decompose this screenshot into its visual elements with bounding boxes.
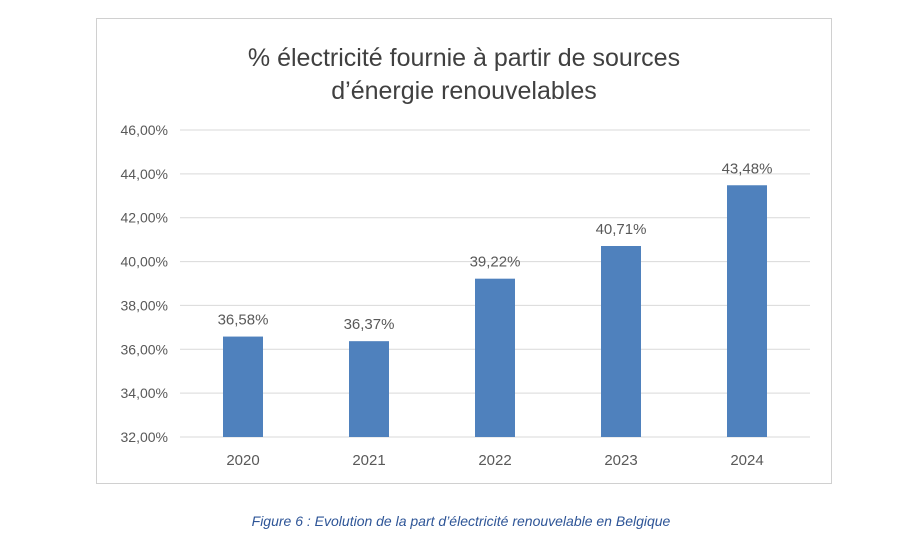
bars [223, 185, 767, 437]
x-tick-label-2023: 2023 [604, 452, 637, 469]
x-tick-label-2020: 2020 [226, 452, 259, 469]
gridlines [180, 129, 810, 438]
bar-2023 [601, 246, 641, 437]
chart-title-line-2: d’énergie renouvelables [331, 77, 596, 105]
x-tick-label-2024: 2024 [730, 452, 763, 469]
chart-title-line-1: % électricité fournie à partir de source… [248, 44, 680, 72]
chart-frame [96, 18, 832, 484]
bar-chart: % électricité fournie à partir de source… [121, 44, 810, 469]
x-tick-label-2022: 2022 [478, 452, 511, 469]
y-tick-label: 32,00% [121, 429, 168, 445]
figure-caption: Figure 6 : Evolution de la part d’électr… [251, 513, 671, 529]
y-tick-label: 42,00% [121, 210, 168, 226]
y-tick-label: 38,00% [121, 297, 168, 313]
y-tick-label: 40,00% [121, 254, 168, 270]
bar-2020 [223, 336, 263, 437]
y-tick-label: 36,00% [121, 341, 168, 357]
bar-2021 [349, 341, 389, 437]
data-label-2024: 43,48% [722, 160, 773, 177]
x-tick-label-2021: 2021 [352, 452, 385, 469]
y-axis-ticks: 32,00% 34,00% 36,00% 38,00% 40,00% 42,00% 44,0… [121, 122, 168, 445]
x-axis-ticks: 2020 2021 2022 2023 2024 [226, 452, 763, 469]
bar-2022 [475, 278, 515, 437]
data-label-2021: 36,37% [344, 316, 395, 333]
chart-title: % électricité fournie à partir de source… [248, 44, 680, 105]
bar-2024 [727, 185, 767, 437]
y-tick-label: 46,00% [121, 122, 168, 138]
y-tick-label: 34,00% [121, 385, 168, 401]
data-label-2020: 36,58% [218, 312, 269, 329]
data-labels: 36,58% 36,37% 39,22% 40,71% 43,48% [218, 160, 773, 333]
data-label-2022: 39,22% [470, 254, 521, 271]
y-tick-label: 44,00% [121, 166, 168, 182]
data-label-2023: 40,71% [596, 221, 647, 238]
